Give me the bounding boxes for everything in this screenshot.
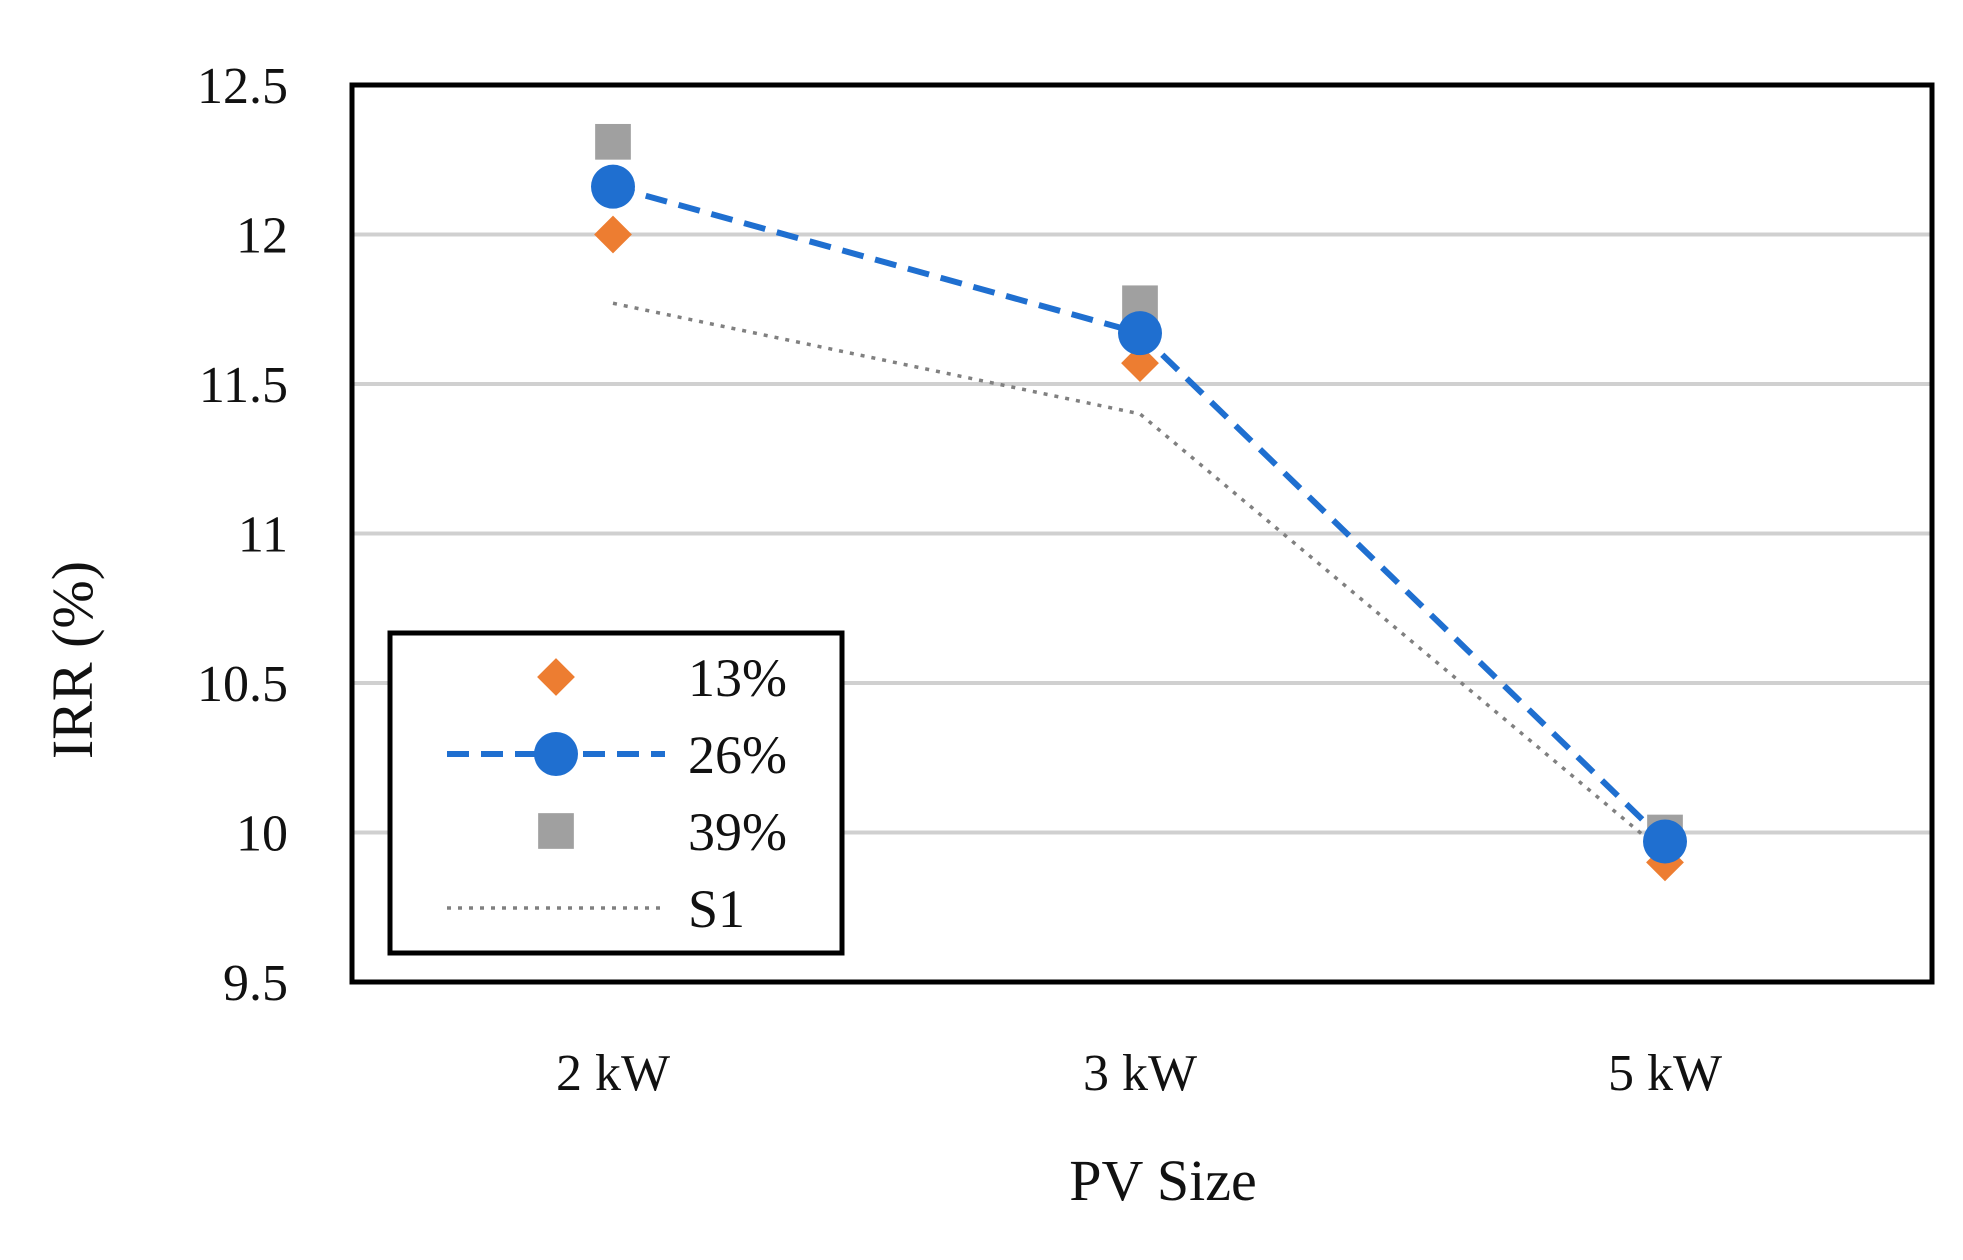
series-line-s1 — [612, 301, 1667, 855]
legend-label: 39% — [688, 802, 787, 862]
y-tick-label: 10 — [236, 806, 288, 863]
legend-marker-26pct — [534, 732, 578, 776]
y-tick-label: 12.5 — [197, 58, 288, 115]
y-tick-label: 10.5 — [197, 656, 288, 713]
legend-item-39pct: 39% — [538, 802, 787, 862]
x-axis-title: PV Size — [1069, 1148, 1256, 1213]
legend-frame — [387, 630, 845, 956]
legend-item-13pct: 13% — [537, 648, 787, 708]
series-layer — [591, 123, 1687, 882]
y-tick-label: 12 — [236, 208, 288, 265]
data-point-26pct — [1118, 311, 1162, 356]
data-point-13pct — [594, 215, 632, 254]
legend-item-26pct: 26% — [447, 725, 787, 785]
series-s1 — [612, 301, 1667, 855]
legend-marker-13pct — [537, 658, 575, 696]
x-tick-label: 3 kW — [1083, 1045, 1197, 1102]
data-point-26pct — [1643, 819, 1687, 864]
plot-area-frame — [349, 82, 1935, 985]
data-point-39pct — [595, 123, 631, 160]
x-axis-ticks: 2 kW 3 kW 5 kW — [556, 1045, 1722, 1102]
legend-marker-39pct — [538, 813, 574, 849]
y-tick-label: 9.5 — [223, 955, 288, 1012]
series-26pct — [591, 164, 1687, 864]
legend-label: 26% — [688, 725, 787, 785]
y-axis-ticks: 9.5 10 10.5 11 11.5 12 12.5 — [197, 58, 288, 1012]
y-tick-label: 11 — [238, 507, 288, 564]
legend-items: 13% 26% 39% S1 — [447, 648, 787, 939]
legend-label: S1 — [688, 879, 745, 939]
y-tick-label: 11.5 — [199, 357, 288, 414]
y-axis-title: IRR (%) — [40, 561, 105, 759]
x-tick-label: 5 kW — [1608, 1045, 1722, 1102]
legend-label: 13% — [688, 648, 787, 708]
data-point-26pct — [591, 164, 635, 209]
legend: 13% 26% 39% S1 — [387, 630, 845, 956]
x-tick-label: 2 kW — [556, 1045, 670, 1102]
data-point-13pct — [1121, 344, 1159, 382]
legend-item-s1: S1 — [447, 879, 745, 939]
